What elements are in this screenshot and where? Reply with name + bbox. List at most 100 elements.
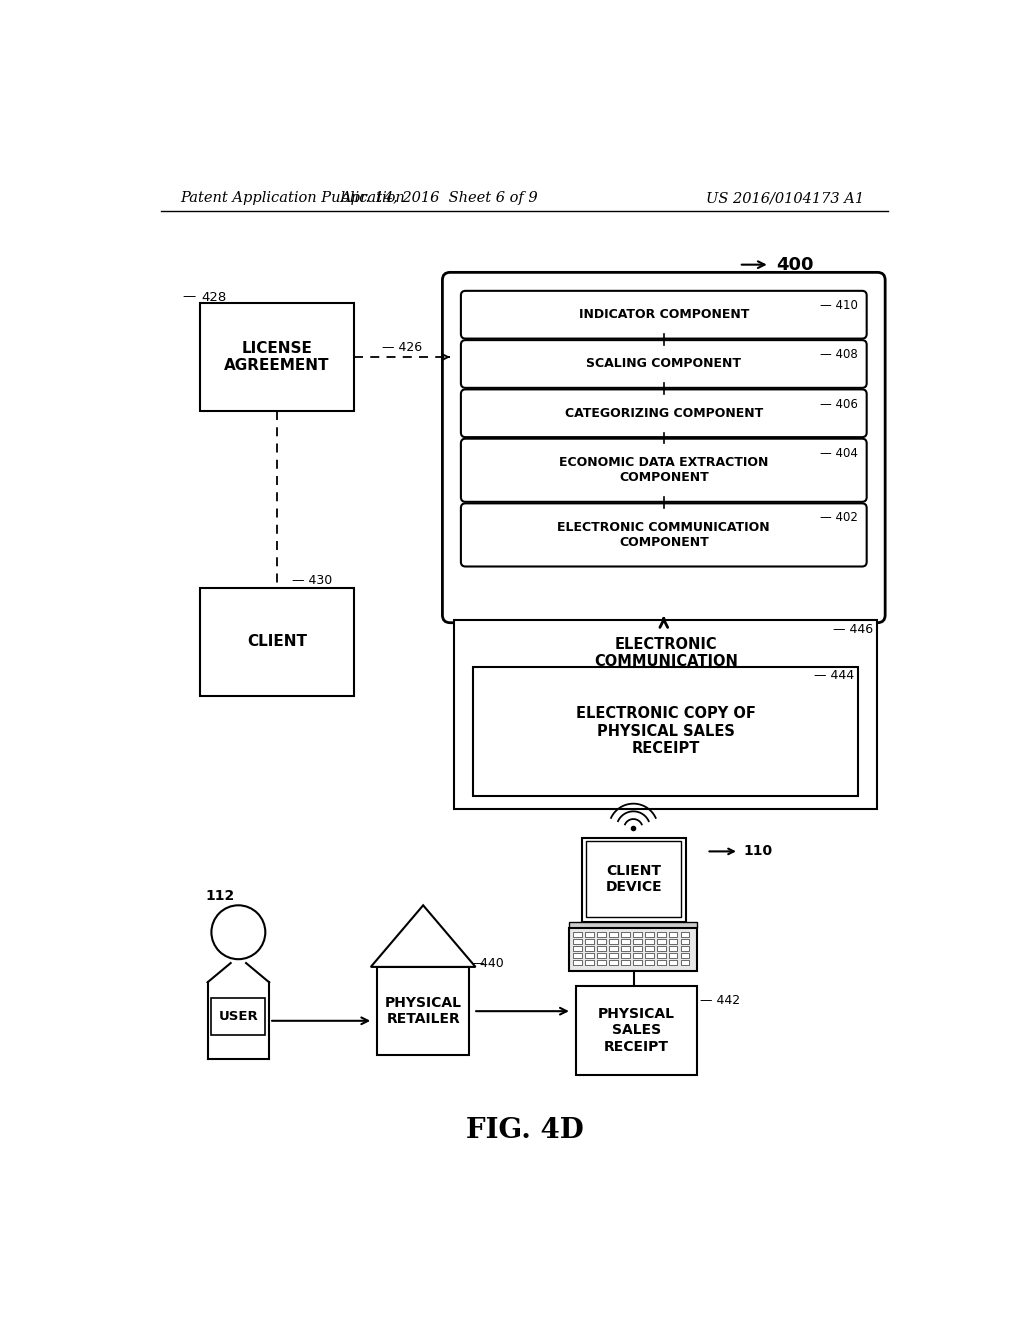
Bar: [656, 946, 666, 950]
Bar: [669, 953, 678, 958]
Bar: [633, 960, 642, 965]
Bar: [681, 946, 689, 950]
Text: 440: 440: [475, 957, 503, 970]
Text: —: —: [182, 290, 196, 304]
Bar: [645, 953, 653, 958]
Text: 400: 400: [776, 256, 813, 273]
Text: — 404: — 404: [820, 446, 858, 459]
Text: 110: 110: [743, 845, 772, 858]
Text: — 444: — 444: [814, 669, 854, 682]
Bar: [669, 960, 678, 965]
Text: US 2016/0104173 A1: US 2016/0104173 A1: [706, 191, 864, 206]
Bar: [573, 953, 582, 958]
Bar: [609, 946, 617, 950]
Text: FIG. 4D: FIG. 4D: [466, 1117, 584, 1143]
Bar: [669, 946, 678, 950]
Text: ELECTRONIC COMMUNICATION
COMPONENT: ELECTRONIC COMMUNICATION COMPONENT: [557, 521, 770, 549]
Text: ELECTRONIC
COMMUNICATION: ELECTRONIC COMMUNICATION: [594, 636, 737, 669]
Bar: [586, 932, 594, 937]
Text: Apr. 14, 2016  Sheet 6 of 9: Apr. 14, 2016 Sheet 6 of 9: [340, 191, 538, 206]
Bar: [575, 986, 697, 1074]
Text: INDICATOR COMPONENT: INDICATOR COMPONENT: [579, 308, 749, 321]
Polygon shape: [371, 906, 475, 966]
Bar: [681, 932, 689, 937]
FancyBboxPatch shape: [461, 503, 866, 566]
Bar: [681, 940, 689, 944]
Bar: [573, 940, 582, 944]
Bar: [573, 960, 582, 965]
FancyBboxPatch shape: [461, 290, 866, 339]
Bar: [473, 667, 858, 796]
Text: — 410: — 410: [820, 298, 858, 312]
Text: ECONOMIC DATA EXTRACTION
COMPONENT: ECONOMIC DATA EXTRACTION COMPONENT: [559, 457, 768, 484]
Text: — 408: — 408: [820, 348, 858, 362]
Bar: [656, 960, 666, 965]
Bar: [681, 960, 689, 965]
Text: — 406: — 406: [820, 397, 858, 411]
Text: CLIENT
DEVICE: CLIENT DEVICE: [605, 865, 663, 894]
Bar: [200, 304, 354, 411]
Bar: [645, 932, 653, 937]
Text: — 442: — 442: [699, 994, 739, 1007]
Text: Patent Application Publication: Patent Application Publication: [180, 191, 406, 206]
Bar: [454, 620, 878, 809]
Text: PHYSICAL
SALES
RECEIPT: PHYSICAL SALES RECEIPT: [598, 1007, 675, 1053]
Bar: [633, 940, 642, 944]
Bar: [633, 946, 642, 950]
Bar: [681, 953, 689, 958]
Bar: [621, 946, 630, 950]
Text: USER: USER: [218, 1010, 258, 1023]
Bar: [586, 940, 594, 944]
Bar: [656, 953, 666, 958]
Text: CATEGORIZING COMPONENT: CATEGORIZING COMPONENT: [564, 407, 763, 420]
Bar: [597, 932, 606, 937]
Bar: [211, 998, 265, 1035]
Bar: [200, 589, 354, 696]
Bar: [573, 946, 582, 950]
Bar: [377, 968, 469, 1056]
Text: LICENSE
AGREEMENT: LICENSE AGREEMENT: [224, 341, 330, 374]
Bar: [573, 932, 582, 937]
Bar: [569, 928, 696, 970]
Bar: [656, 940, 666, 944]
Bar: [645, 946, 653, 950]
FancyBboxPatch shape: [461, 438, 866, 502]
Text: —: —: [472, 957, 484, 970]
Bar: [586, 953, 594, 958]
Bar: [633, 932, 642, 937]
Text: CLIENT: CLIENT: [247, 635, 307, 649]
Bar: [621, 960, 630, 965]
FancyBboxPatch shape: [461, 341, 866, 388]
Text: — 446: — 446: [834, 623, 873, 636]
Bar: [645, 960, 653, 965]
Text: — 430: — 430: [292, 574, 333, 587]
Bar: [669, 940, 678, 944]
Text: — 402: — 402: [820, 511, 858, 524]
FancyBboxPatch shape: [442, 272, 885, 623]
Bar: [669, 932, 678, 937]
Bar: [621, 932, 630, 937]
Bar: [587, 841, 681, 917]
Bar: [609, 953, 617, 958]
Bar: [586, 960, 594, 965]
Bar: [609, 960, 617, 965]
FancyBboxPatch shape: [461, 389, 866, 437]
Text: 112: 112: [205, 890, 234, 903]
Bar: [569, 923, 696, 928]
Bar: [597, 953, 606, 958]
Bar: [597, 946, 606, 950]
Bar: [621, 953, 630, 958]
Text: SCALING COMPONENT: SCALING COMPONENT: [587, 358, 741, 371]
Text: 428: 428: [202, 290, 226, 304]
Bar: [609, 932, 617, 937]
Bar: [645, 940, 653, 944]
Bar: [586, 946, 594, 950]
Bar: [597, 940, 606, 944]
Text: PHYSICAL
RETAILER: PHYSICAL RETAILER: [385, 997, 462, 1026]
Bar: [582, 838, 686, 923]
Text: ELECTRONIC COPY OF
PHYSICAL SALES
RECEIPT: ELECTRONIC COPY OF PHYSICAL SALES RECEIP…: [575, 706, 756, 756]
Bar: [633, 953, 642, 958]
Text: — 426: — 426: [382, 341, 422, 354]
Bar: [621, 940, 630, 944]
Bar: [597, 960, 606, 965]
